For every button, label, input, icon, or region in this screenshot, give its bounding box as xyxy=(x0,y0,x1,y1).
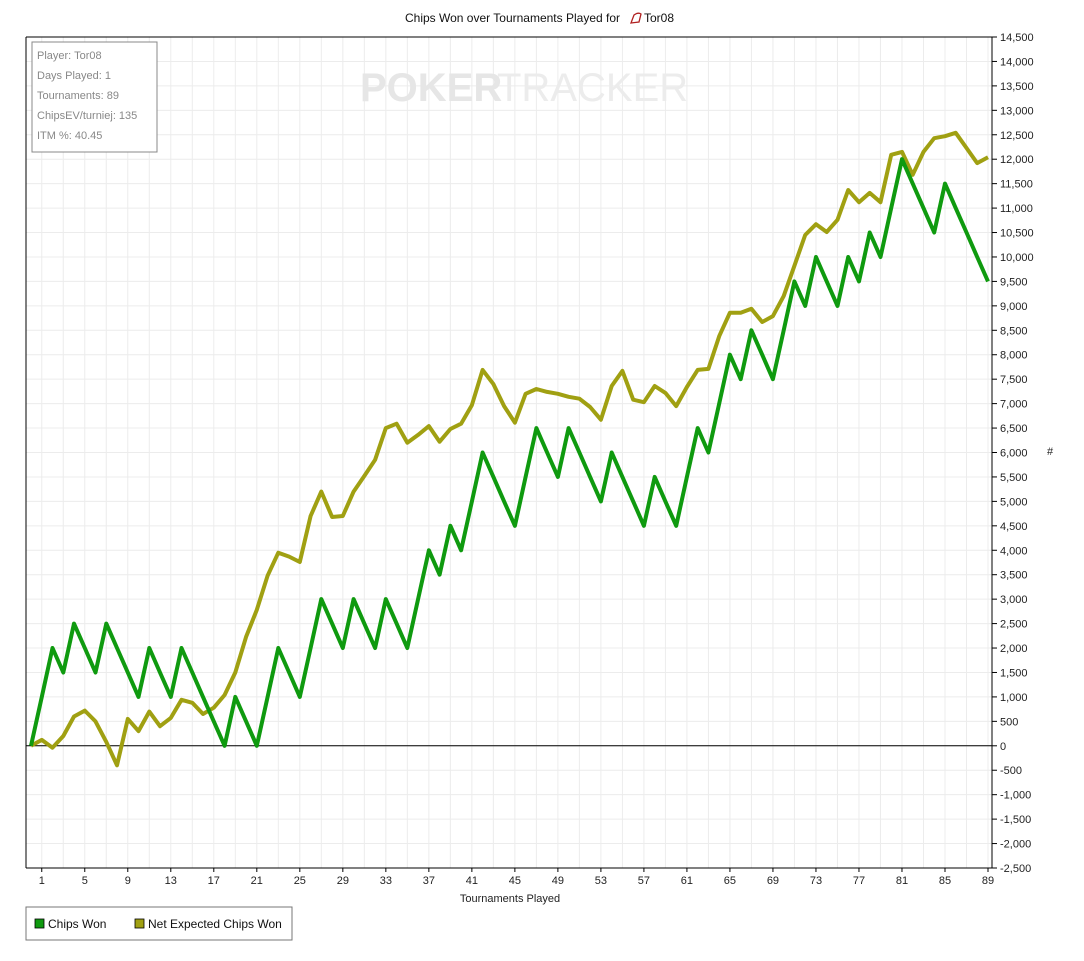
stat-tournaments: Tournaments: 89 xyxy=(37,90,119,102)
x-tick-label: 41 xyxy=(466,875,478,887)
points-chips-won xyxy=(30,159,989,746)
y-tick-label: 14,000 xyxy=(1000,56,1034,68)
x-tick-label: 33 xyxy=(380,875,392,887)
x-tick-label: 85 xyxy=(939,875,951,887)
y-tick-label: 1,000 xyxy=(1000,692,1028,704)
grid xyxy=(26,36,992,869)
x-tick-label: 13 xyxy=(165,875,177,887)
y-tick-label: 11,000 xyxy=(1000,203,1033,215)
x-tick-label: 29 xyxy=(337,875,349,887)
y-tick-label: 8,000 xyxy=(1000,350,1028,362)
y-axis-label: # xyxy=(1047,446,1054,458)
y-tick-label: 2,500 xyxy=(1000,619,1028,631)
axes: -2,500 -2,000 -1,500 -1,000 -500 0 500 1,000 1,5… xyxy=(25,32,1034,887)
series-line-net-expected xyxy=(30,130,989,768)
series-line-chips-won xyxy=(29,157,990,748)
watermark-poker: POKER xyxy=(360,66,502,110)
y-tick-label: 11,500 xyxy=(1000,179,1033,191)
y-tick-label: 9,500 xyxy=(1000,276,1028,288)
y-tick-label: 3,000 xyxy=(1000,594,1028,606)
chart-title: Chips Won over Tournaments Played for xyxy=(405,11,620,25)
watermark-tracker: TRACKER xyxy=(497,66,688,110)
x-tick-label: 49 xyxy=(552,875,564,887)
x-tick-label: 69 xyxy=(767,875,779,887)
stat-days-played: Days Played: 1 xyxy=(37,70,111,82)
x-tick-label: 37 xyxy=(423,875,435,887)
y-tick-label: 0 xyxy=(1000,741,1006,753)
y-tick-label: 12,500 xyxy=(1000,130,1034,142)
y-tick-label: 10,000 xyxy=(1000,252,1034,264)
y-tick-label: 5,000 xyxy=(1000,496,1028,508)
legend: Chips Won Net Expected Chips Won xyxy=(25,906,293,941)
x-tick-label: 81 xyxy=(896,875,908,887)
y-tick-label: 5,500 xyxy=(1000,472,1028,484)
legend-swatch-chips-won xyxy=(34,918,45,929)
x-tick-label: 57 xyxy=(638,875,650,887)
x-tick-label: 45 xyxy=(509,875,521,887)
x-tick-label: 9 xyxy=(125,875,131,887)
x-tick-label: 1 xyxy=(39,875,45,887)
x-tick-label: 89 xyxy=(982,875,994,887)
x-tick-label: 17 xyxy=(208,875,220,887)
y-tick-label: 6,500 xyxy=(1000,423,1028,435)
y-tick-label: 4,500 xyxy=(1000,521,1028,533)
watermark: POKER TRACKER xyxy=(360,66,688,110)
y-tick-label: 13,000 xyxy=(1000,105,1034,117)
y-tick-label: 3,500 xyxy=(1000,570,1028,582)
stat-chips-ev: ChipsEV/turniej: 135 xyxy=(37,110,137,122)
y-tick-label: 14,500 xyxy=(1000,32,1034,44)
player-icon xyxy=(630,12,642,24)
y-tick-label: 8,500 xyxy=(1000,325,1028,337)
y-tick-label: 1,500 xyxy=(1000,667,1028,679)
x-tick-label: 77 xyxy=(853,875,865,887)
y-tick-label: 2,000 xyxy=(1000,643,1028,655)
y-tick-label: 13,500 xyxy=(1000,81,1034,93)
y-tick-label: -2,500 xyxy=(1000,863,1031,875)
stat-player: Player: Tor08 xyxy=(37,50,102,62)
legend-label-net-expected: Net Expected Chips Won xyxy=(148,917,282,931)
stat-itm: ITM %: 40.45 xyxy=(37,130,102,142)
y-tick-label: -1,500 xyxy=(1000,814,1031,826)
x-tick-label: 53 xyxy=(595,875,607,887)
x-tick-label: 65 xyxy=(724,875,736,887)
y-tick-label: -500 xyxy=(1000,765,1022,777)
x-tick-label: 25 xyxy=(294,875,306,887)
y-tick-label: 500 xyxy=(1000,716,1018,728)
stats-box: Player: Tor08 Days Played: 1 Tournaments… xyxy=(31,41,158,153)
chart-title-player: Tor08 xyxy=(644,11,674,25)
y-tick-label: 4,000 xyxy=(1000,545,1028,557)
y-tick-label: 10,500 xyxy=(1000,228,1034,240)
x-tick-label: 21 xyxy=(251,875,263,887)
y-tick-label: -1,000 xyxy=(1000,790,1031,802)
series-lines xyxy=(29,130,990,768)
y-tick-label: 7,000 xyxy=(1000,399,1028,411)
x-tick-label: 5 xyxy=(82,875,88,887)
legend-label-chips-won: Chips Won xyxy=(48,917,106,931)
y-tick-label: 12,000 xyxy=(1000,154,1034,166)
legend-swatch-net-expected xyxy=(134,918,145,929)
y-tick-label: 6,000 xyxy=(1000,448,1028,460)
y-tick-label: -2,000 xyxy=(1000,839,1031,851)
y-tick-label: 7,500 xyxy=(1000,374,1028,386)
x-axis-label: Tournaments Played xyxy=(460,893,560,905)
x-tick-label: 61 xyxy=(681,875,693,887)
y-tick-label: 9,000 xyxy=(1000,301,1028,313)
points-net-expected xyxy=(30,132,989,766)
x-tick-label: 73 xyxy=(810,875,822,887)
